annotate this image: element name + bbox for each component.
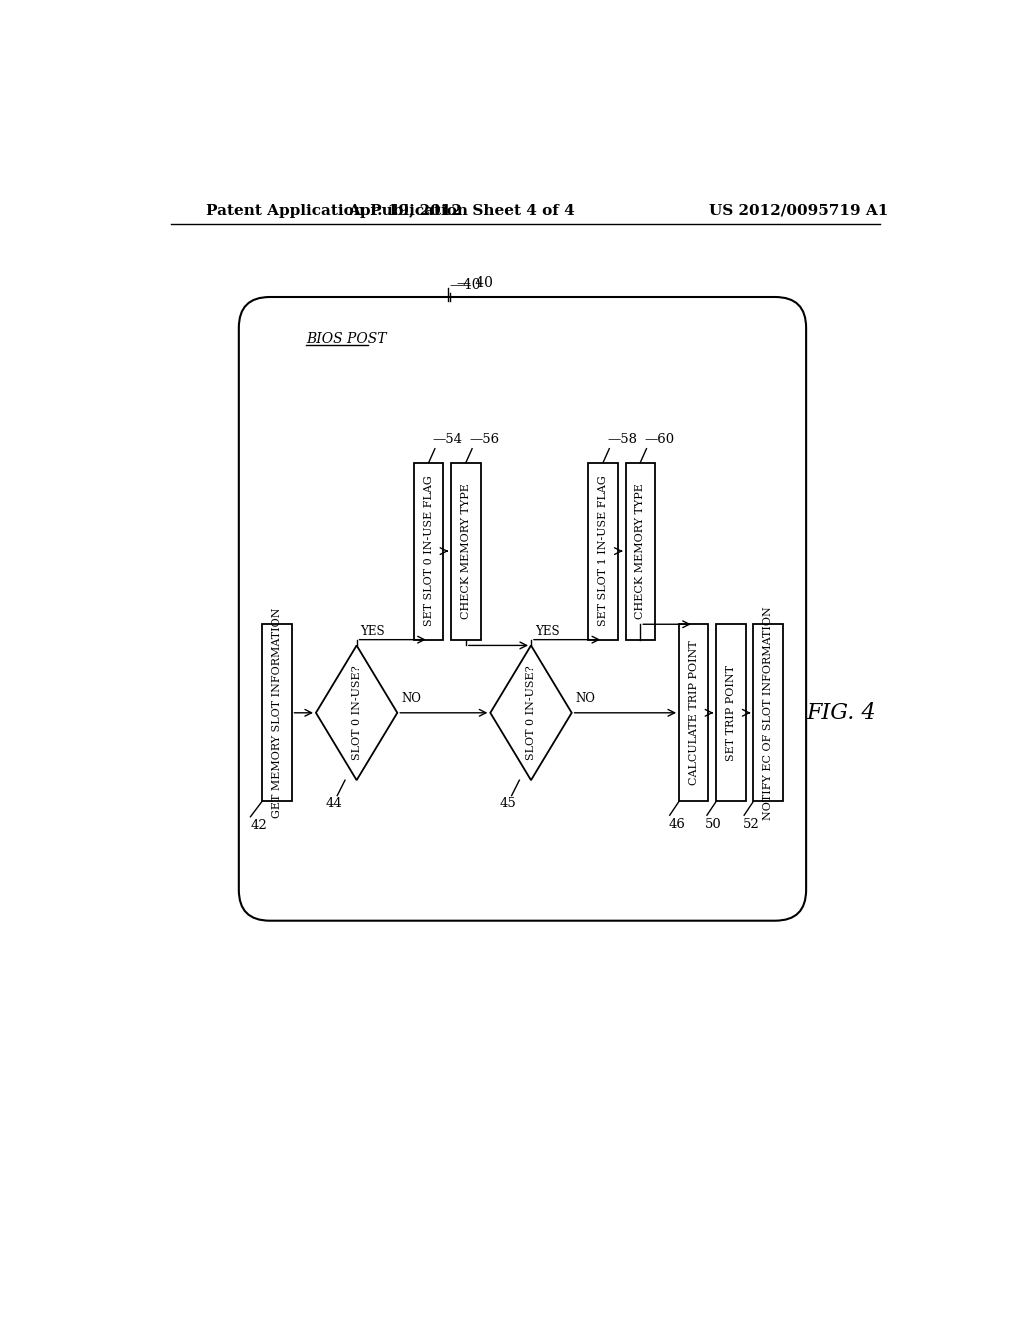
Text: —60: —60 (644, 433, 674, 446)
Bar (589, 462, 617, 640)
Text: 52: 52 (742, 818, 760, 832)
Text: FIG. 4: FIG. 4 (806, 702, 876, 723)
Text: SET SLOT 0 IN-USE FLAG: SET SLOT 0 IN-USE FLAG (424, 475, 434, 627)
FancyBboxPatch shape (239, 297, 806, 921)
Polygon shape (316, 645, 397, 780)
Text: NO: NO (401, 692, 421, 705)
Text: SET TRIP POINT: SET TRIP POINT (726, 665, 736, 760)
Text: —54: —54 (432, 433, 463, 446)
Text: 45: 45 (500, 797, 517, 809)
Text: 50: 50 (706, 818, 722, 832)
Text: 44: 44 (326, 797, 342, 809)
Bar (679, 624, 709, 801)
Bar (626, 462, 655, 640)
Text: NOTIFY EC OF SLOT INFORMATION: NOTIFY EC OF SLOT INFORMATION (763, 606, 773, 820)
Text: YES: YES (360, 624, 385, 638)
Text: —58: —58 (607, 433, 637, 446)
Text: Apr. 19, 2012  Sheet 4 of 4: Apr. 19, 2012 Sheet 4 of 4 (348, 203, 574, 218)
Text: 42: 42 (251, 820, 267, 833)
Text: NO: NO (575, 692, 595, 705)
Text: CHECK MEMORY TYPE: CHECK MEMORY TYPE (635, 483, 645, 619)
Text: Patent Application Publication: Patent Application Publication (206, 203, 468, 218)
Text: — 40: — 40 (458, 276, 494, 290)
Bar (262, 624, 292, 801)
Bar (414, 462, 443, 640)
Text: US 2012/0095719 A1: US 2012/0095719 A1 (710, 203, 889, 218)
Text: YES: YES (535, 624, 559, 638)
Text: SLOT 0 IN-USE?: SLOT 0 IN-USE? (351, 665, 361, 760)
Text: GET MEMORY SLOT INFORMATION: GET MEMORY SLOT INFORMATION (271, 607, 282, 818)
Text: CHECK MEMORY TYPE: CHECK MEMORY TYPE (461, 483, 471, 619)
Bar (452, 462, 480, 640)
Text: —40: —40 (450, 279, 481, 293)
Text: BIOS POST: BIOS POST (306, 333, 387, 346)
Text: CALCULATE TRIP POINT: CALCULATE TRIP POINT (689, 640, 698, 785)
Bar (716, 624, 745, 801)
Text: SLOT 0 IN-USE?: SLOT 0 IN-USE? (526, 665, 536, 760)
Text: SET SLOT 1 IN-USE FLAG: SET SLOT 1 IN-USE FLAG (598, 475, 608, 627)
Text: —56: —56 (470, 433, 500, 446)
Polygon shape (490, 645, 571, 780)
Bar (754, 624, 783, 801)
Text: 46: 46 (669, 818, 685, 832)
